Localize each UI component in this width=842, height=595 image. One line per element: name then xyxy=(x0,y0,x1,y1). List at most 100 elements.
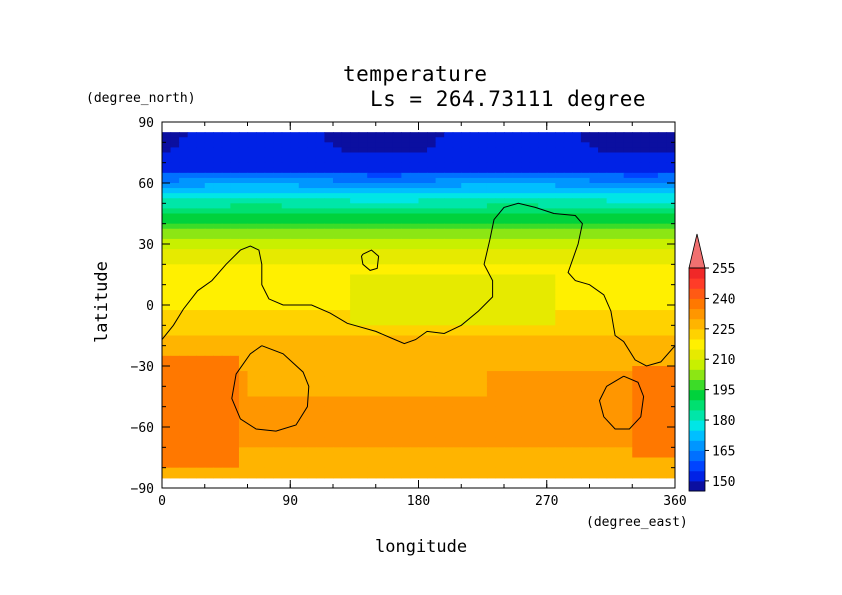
field-cell xyxy=(221,442,231,448)
field-cell xyxy=(504,462,514,469)
field-cell xyxy=(589,233,599,240)
field-cell xyxy=(247,188,257,194)
field-cell xyxy=(290,366,300,372)
field-cell xyxy=(162,228,172,235)
field-cell xyxy=(333,462,343,469)
field-cell xyxy=(632,320,642,326)
field-cell xyxy=(392,376,402,382)
field-cell xyxy=(666,152,675,159)
field-cell xyxy=(538,203,548,210)
field-cell xyxy=(350,132,360,138)
field-cell xyxy=(521,462,531,469)
field-cell xyxy=(623,213,633,220)
colorbar-label: 165 xyxy=(712,444,735,459)
field-cell xyxy=(632,289,642,296)
field-cell xyxy=(230,401,240,408)
field-cell xyxy=(452,274,462,281)
field-cell xyxy=(230,299,240,306)
field-cell xyxy=(418,325,428,332)
field-cell xyxy=(461,147,471,154)
field-cell xyxy=(401,396,411,403)
field-cell xyxy=(350,228,360,235)
field-cell xyxy=(478,167,488,174)
field-cell xyxy=(213,391,223,398)
field-cell xyxy=(427,330,437,337)
field-cell xyxy=(521,391,531,398)
field-cell xyxy=(546,452,556,459)
field-cell xyxy=(375,264,385,271)
field-cell xyxy=(221,279,231,286)
field-cell xyxy=(281,457,291,464)
field-cell xyxy=(657,183,668,189)
field-cell xyxy=(495,223,505,230)
field-cell xyxy=(461,442,471,448)
field-cell xyxy=(358,172,368,179)
field-cell xyxy=(589,366,599,372)
field-cell xyxy=(264,320,274,326)
field-cell xyxy=(247,376,257,382)
field-cell xyxy=(649,183,659,189)
field-cell xyxy=(606,254,616,260)
field-cell xyxy=(521,355,531,362)
field-cell xyxy=(273,157,283,164)
field-cell xyxy=(572,325,582,332)
field-cell xyxy=(606,238,616,245)
field-cell xyxy=(512,381,522,387)
field-cell xyxy=(290,244,300,250)
field-cell xyxy=(256,452,266,459)
field-cell xyxy=(187,198,197,204)
field-cell xyxy=(538,167,548,174)
field-cell xyxy=(452,335,462,342)
field-cell xyxy=(230,177,240,184)
field-cell xyxy=(333,320,343,326)
field-cell xyxy=(341,132,351,138)
field-cell xyxy=(640,162,650,169)
field-cell xyxy=(264,167,274,174)
field-cell xyxy=(615,177,625,184)
field-cell xyxy=(392,203,402,210)
field-cell xyxy=(298,294,308,301)
field-cell xyxy=(589,371,599,377)
field-cell xyxy=(495,177,505,184)
field-cell xyxy=(307,401,317,408)
field-cell xyxy=(281,391,291,398)
field-cell xyxy=(657,320,668,326)
field-cell xyxy=(504,330,514,337)
field-cell xyxy=(657,203,668,210)
field-cell xyxy=(187,315,197,321)
field-cell xyxy=(204,244,214,250)
field-cell xyxy=(504,289,514,296)
field-cell xyxy=(418,137,428,143)
field-cell xyxy=(486,355,497,362)
field-cell xyxy=(392,411,402,418)
field-cell xyxy=(452,269,462,276)
field-cell xyxy=(435,254,445,260)
field-cell xyxy=(606,462,616,469)
field-cell xyxy=(598,447,608,454)
field-cell xyxy=(572,350,582,357)
field-cell xyxy=(409,350,420,357)
field-cell xyxy=(213,264,223,271)
field-cell xyxy=(358,269,368,276)
field-cell xyxy=(615,472,625,479)
field-cell xyxy=(162,355,172,362)
field-cell xyxy=(461,132,471,138)
field-cell xyxy=(444,137,454,143)
field-cell xyxy=(563,147,573,154)
field-cell xyxy=(632,447,642,454)
field-cell xyxy=(657,152,668,159)
field-cell xyxy=(615,218,625,225)
field-cell xyxy=(538,289,548,296)
field-cell xyxy=(598,249,608,255)
field-cell xyxy=(572,264,582,271)
field-cell xyxy=(606,137,616,143)
field-cell xyxy=(589,355,599,362)
field-cell xyxy=(290,457,300,464)
field-cell xyxy=(196,152,206,159)
field-cell xyxy=(230,457,240,464)
field-cell xyxy=(495,360,505,367)
field-cell xyxy=(281,172,291,179)
field-cell xyxy=(384,137,394,143)
field-cell xyxy=(213,355,223,362)
field-cell xyxy=(615,406,625,413)
